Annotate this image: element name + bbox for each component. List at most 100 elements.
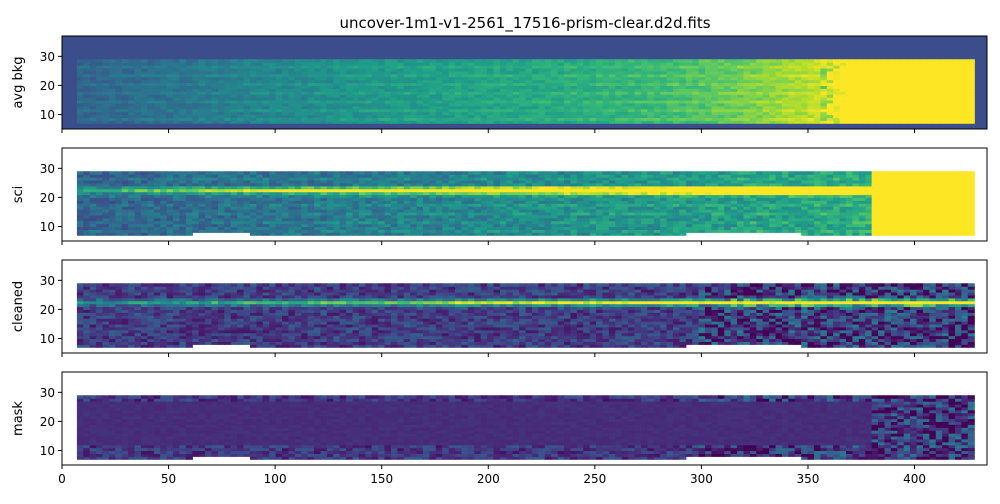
heatmap-cell (135, 171, 142, 175)
heatmap-cell (154, 171, 161, 175)
y-tick-label: 10 (40, 108, 55, 122)
heatmap-cell (128, 171, 135, 175)
heatmap-cell (481, 59, 488, 63)
heatmap-cell (90, 171, 97, 175)
heatmap-cell (391, 171, 398, 175)
heatmap-cell (929, 59, 936, 63)
heatmap-cell (340, 171, 347, 175)
heatmap-cell (244, 59, 251, 63)
heatmap-cell (660, 59, 667, 63)
heatmap-cell (276, 59, 283, 63)
heatmap-cell (77, 171, 84, 175)
heatmap-cell (205, 59, 212, 63)
heatmap-cell (224, 59, 231, 63)
heatmap-cell (602, 171, 609, 175)
heatmap-cell (167, 59, 174, 63)
heatmap-cell (500, 59, 507, 63)
heatmap-cell (122, 59, 129, 63)
heatmap-cell (827, 59, 834, 63)
heatmap-cell (455, 171, 462, 175)
heatmap-cell (532, 171, 539, 175)
heatmap-cell (186, 171, 193, 175)
heatmap-cell (436, 59, 443, 63)
heatmap-cell (410, 59, 417, 63)
heatmap-cell (288, 59, 295, 63)
heatmap-cell (147, 59, 154, 63)
heatmap-cell (833, 59, 840, 63)
heatmap-cell (545, 59, 552, 63)
heatmap-cell (558, 171, 565, 175)
heatmap-cell (167, 171, 174, 175)
heatmap-cell (897, 59, 904, 63)
heatmap-cell (237, 59, 244, 63)
heatmap-cell (417, 171, 424, 175)
heatmap-cell (743, 59, 750, 63)
heatmap-cell (654, 59, 661, 63)
heatmap-cell (83, 171, 90, 175)
heatmap-cell (96, 59, 103, 63)
heatmap-cell (570, 59, 577, 63)
heatmap-cell (673, 59, 680, 63)
heatmap-cell (494, 171, 501, 175)
heatmap-cell (404, 59, 411, 63)
heatmap-cell (378, 59, 385, 63)
heatmap-cell (436, 171, 443, 175)
heatmap-cell (545, 171, 552, 175)
heatmap-cell (506, 59, 513, 63)
heatmap-cell (487, 59, 494, 63)
heatmap-cell (90, 59, 97, 63)
heatmap-cell (269, 59, 276, 63)
heatmap-cell (711, 59, 718, 63)
heatmap-cell (391, 59, 398, 63)
heatmap-cell (968, 59, 975, 63)
heatmap-cell (500, 171, 507, 175)
heatmap-cell (590, 171, 597, 175)
heatmap-cell (461, 171, 468, 175)
heatmap-cell (577, 59, 584, 63)
heatmap-cell (718, 59, 725, 63)
heatmap-cell (244, 171, 251, 175)
heatmap-cell (192, 59, 199, 63)
heatmap-cell (115, 59, 122, 63)
heatmap-cell (615, 171, 622, 175)
heatmap-cell (333, 59, 340, 63)
heatmap-cell (353, 59, 360, 63)
heatmap-cell (218, 171, 225, 175)
heatmap-cell (667, 59, 674, 63)
heatmap-cell (417, 59, 424, 63)
heatmap-cell (96, 171, 103, 175)
heatmap-cell (474, 59, 481, 63)
heatmap-cell (295, 59, 302, 63)
heatmap-cell (878, 59, 885, 63)
heatmap-cell (397, 171, 404, 175)
heatmap-cell (295, 171, 302, 175)
heatmap-cell (186, 59, 193, 63)
heatmap-cell (455, 59, 462, 63)
heatmap-cell (109, 59, 116, 63)
heatmap-cell (641, 59, 648, 63)
heatmap-cell (615, 59, 622, 63)
heatmap-cell (173, 59, 180, 63)
heatmap-cell (814, 59, 821, 63)
y-axis-label: avg bkg (11, 56, 26, 108)
heatmap-cell (596, 171, 603, 175)
heatmap-cell (763, 59, 770, 63)
heatmap-cell (276, 171, 283, 175)
heatmap-cell (852, 59, 859, 63)
heatmap-cell (449, 171, 456, 175)
heatmap-cell (160, 59, 167, 63)
heatmap-cell (679, 59, 686, 63)
heatmap-cell (923, 59, 930, 63)
heatmap-cell (199, 171, 206, 175)
heatmap-cell (820, 59, 827, 63)
heatmap-cell (635, 59, 642, 63)
heatmap-cell (872, 59, 879, 63)
heatmap-cell (314, 59, 321, 63)
heatmap-cell (577, 171, 584, 175)
heatmap-cell (147, 171, 154, 175)
heatmap-cell (308, 171, 315, 175)
heatmap-cell (154, 59, 161, 63)
heatmap-cell (590, 59, 597, 63)
heatmap-cell (115, 171, 122, 175)
